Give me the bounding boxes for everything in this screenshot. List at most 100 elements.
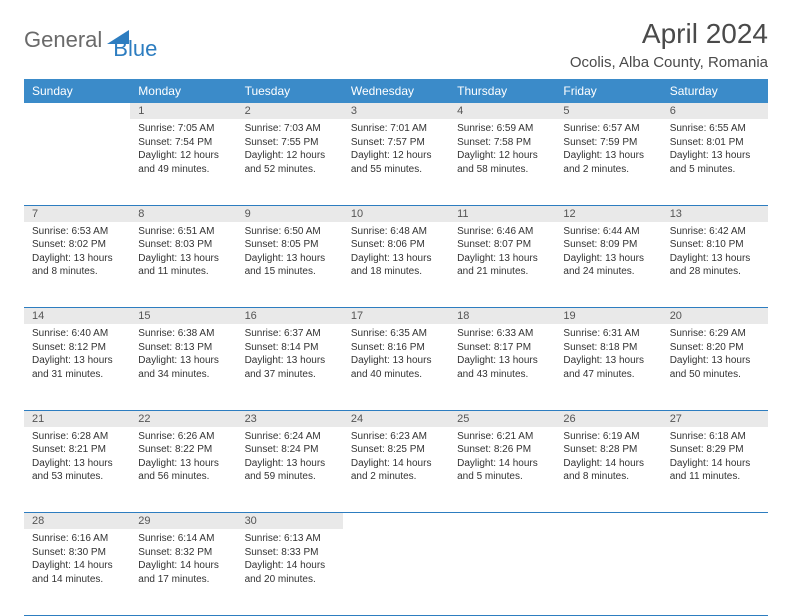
sunrise-text: Sunrise: 6:18 AM: [670, 430, 760, 444]
daylight-text: Daylight: 13 hours and 37 minutes.: [245, 354, 335, 381]
day-content-cell: Sunrise: 6:48 AMSunset: 8:06 PMDaylight:…: [343, 222, 449, 308]
day-number-row: 282930: [24, 513, 768, 530]
sunrise-text: Sunrise: 7:03 AM: [245, 122, 335, 136]
day-number-cell: 1: [130, 103, 236, 119]
daylight-text: Daylight: 14 hours and 2 minutes.: [351, 457, 441, 484]
sunset-text: Sunset: 7:54 PM: [138, 136, 228, 150]
header: General Blue April 2024 Ocolis, Alba Cou…: [24, 18, 768, 71]
location-text: Ocolis, Alba County, Romania: [570, 54, 768, 71]
sunrise-text: Sunrise: 6:14 AM: [138, 532, 228, 546]
day-number-cell: 29: [130, 513, 236, 530]
daylight-text: Daylight: 14 hours and 5 minutes.: [457, 457, 547, 484]
sunset-text: Sunset: 8:18 PM: [563, 341, 653, 355]
daylight-text: Daylight: 13 hours and 21 minutes.: [457, 252, 547, 279]
daylight-text: Daylight: 13 hours and 5 minutes.: [670, 149, 760, 176]
day-content-cell: Sunrise: 6:21 AMSunset: 8:26 PMDaylight:…: [449, 427, 555, 513]
daylight-text: Daylight: 14 hours and 14 minutes.: [32, 559, 122, 586]
sunset-text: Sunset: 8:29 PM: [670, 443, 760, 457]
sunset-text: Sunset: 8:21 PM: [32, 443, 122, 457]
sunrise-text: Sunrise: 6:59 AM: [457, 122, 547, 136]
sunset-text: Sunset: 8:20 PM: [670, 341, 760, 355]
daylight-text: Daylight: 14 hours and 11 minutes.: [670, 457, 760, 484]
daylight-text: Daylight: 13 hours and 59 minutes.: [245, 457, 335, 484]
sunrise-text: Sunrise: 7:01 AM: [351, 122, 441, 136]
daylight-text: Daylight: 13 hours and 47 minutes.: [563, 354, 653, 381]
day-number-cell: 22: [130, 410, 236, 427]
sunrise-text: Sunrise: 6:21 AM: [457, 430, 547, 444]
calendar-body: 123456Sunrise: 7:05 AMSunset: 7:54 PMDay…: [24, 103, 768, 615]
sunrise-text: Sunrise: 6:35 AM: [351, 327, 441, 341]
day-content-cell: Sunrise: 7:05 AMSunset: 7:54 PMDaylight:…: [130, 119, 236, 205]
sunset-text: Sunset: 8:33 PM: [245, 546, 335, 560]
sunset-text: Sunset: 8:02 PM: [32, 238, 122, 252]
daylight-text: Daylight: 13 hours and 11 minutes.: [138, 252, 228, 279]
day-content-cell: Sunrise: 6:55 AMSunset: 8:01 PMDaylight:…: [662, 119, 768, 205]
day-number-cell: 16: [237, 308, 343, 325]
day-content-cell: Sunrise: 6:23 AMSunset: 8:25 PMDaylight:…: [343, 427, 449, 513]
sunset-text: Sunset: 8:07 PM: [457, 238, 547, 252]
day-number-row: 21222324252627: [24, 410, 768, 427]
day-number-cell: 3: [343, 103, 449, 119]
daylight-text: Daylight: 12 hours and 55 minutes.: [351, 149, 441, 176]
day-content-cell: Sunrise: 6:31 AMSunset: 8:18 PMDaylight:…: [555, 324, 661, 410]
day-number-cell: 19: [555, 308, 661, 325]
sunrise-text: Sunrise: 6:38 AM: [138, 327, 228, 341]
sunrise-text: Sunrise: 6:46 AM: [457, 225, 547, 239]
day-content-cell: Sunrise: 6:40 AMSunset: 8:12 PMDaylight:…: [24, 324, 130, 410]
day-header: Wednesday: [343, 79, 449, 103]
day-number-cell: 24: [343, 410, 449, 427]
sunset-text: Sunset: 8:30 PM: [32, 546, 122, 560]
day-number-cell: 20: [662, 308, 768, 325]
daylight-text: Daylight: 14 hours and 8 minutes.: [563, 457, 653, 484]
day-number-cell: 10: [343, 205, 449, 222]
day-number-cell: 26: [555, 410, 661, 427]
sunset-text: Sunset: 7:59 PM: [563, 136, 653, 150]
sunset-text: Sunset: 7:58 PM: [457, 136, 547, 150]
day-content-cell: Sunrise: 6:44 AMSunset: 8:09 PMDaylight:…: [555, 222, 661, 308]
daylight-text: Daylight: 13 hours and 50 minutes.: [670, 354, 760, 381]
daylight-text: Daylight: 12 hours and 49 minutes.: [138, 149, 228, 176]
logo: General Blue: [24, 18, 157, 62]
day-content-cell: Sunrise: 7:03 AMSunset: 7:55 PMDaylight:…: [237, 119, 343, 205]
day-number-cell: 5: [555, 103, 661, 119]
daylight-text: Daylight: 13 hours and 28 minutes.: [670, 252, 760, 279]
day-content-cell: Sunrise: 6:37 AMSunset: 8:14 PMDaylight:…: [237, 324, 343, 410]
daylight-text: Daylight: 13 hours and 18 minutes.: [351, 252, 441, 279]
sunrise-text: Sunrise: 6:16 AM: [32, 532, 122, 546]
daylight-text: Daylight: 13 hours and 53 minutes.: [32, 457, 122, 484]
day-content-row: Sunrise: 7:05 AMSunset: 7:54 PMDaylight:…: [24, 119, 768, 205]
day-number-cell: 14: [24, 308, 130, 325]
month-title: April 2024: [570, 18, 768, 50]
sunset-text: Sunset: 7:57 PM: [351, 136, 441, 150]
day-content-row: Sunrise: 6:28 AMSunset: 8:21 PMDaylight:…: [24, 427, 768, 513]
day-header: Monday: [130, 79, 236, 103]
day-header: Friday: [555, 79, 661, 103]
day-number-cell: 2: [237, 103, 343, 119]
day-content-cell: Sunrise: 6:59 AMSunset: 7:58 PMDaylight:…: [449, 119, 555, 205]
daylight-text: Daylight: 13 hours and 34 minutes.: [138, 354, 228, 381]
daylight-text: Daylight: 13 hours and 40 minutes.: [351, 354, 441, 381]
sunrise-text: Sunrise: 6:37 AM: [245, 327, 335, 341]
sunset-text: Sunset: 8:01 PM: [670, 136, 760, 150]
day-number-row: 78910111213: [24, 205, 768, 222]
sunrise-text: Sunrise: 6:44 AM: [563, 225, 653, 239]
day-content-row: Sunrise: 6:16 AMSunset: 8:30 PMDaylight:…: [24, 529, 768, 615]
daylight-text: Daylight: 13 hours and 31 minutes.: [32, 354, 122, 381]
sunset-text: Sunset: 8:22 PM: [138, 443, 228, 457]
sunrise-text: Sunrise: 6:24 AM: [245, 430, 335, 444]
day-header: Sunday: [24, 79, 130, 103]
day-content-cell: Sunrise: 6:42 AMSunset: 8:10 PMDaylight:…: [662, 222, 768, 308]
daylight-text: Daylight: 12 hours and 58 minutes.: [457, 149, 547, 176]
day-content-row: Sunrise: 6:40 AMSunset: 8:12 PMDaylight:…: [24, 324, 768, 410]
logo-text-general: General: [24, 27, 102, 53]
day-content-row: Sunrise: 6:53 AMSunset: 8:02 PMDaylight:…: [24, 222, 768, 308]
day-number-cell: 9: [237, 205, 343, 222]
daylight-text: Daylight: 13 hours and 43 minutes.: [457, 354, 547, 381]
sunrise-text: Sunrise: 6:29 AM: [670, 327, 760, 341]
sunrise-text: Sunrise: 6:31 AM: [563, 327, 653, 341]
daylight-text: Daylight: 14 hours and 20 minutes.: [245, 559, 335, 586]
sunset-text: Sunset: 8:14 PM: [245, 341, 335, 355]
sunrise-text: Sunrise: 6:33 AM: [457, 327, 547, 341]
sunset-text: Sunset: 8:03 PM: [138, 238, 228, 252]
day-number-cell: 23: [237, 410, 343, 427]
